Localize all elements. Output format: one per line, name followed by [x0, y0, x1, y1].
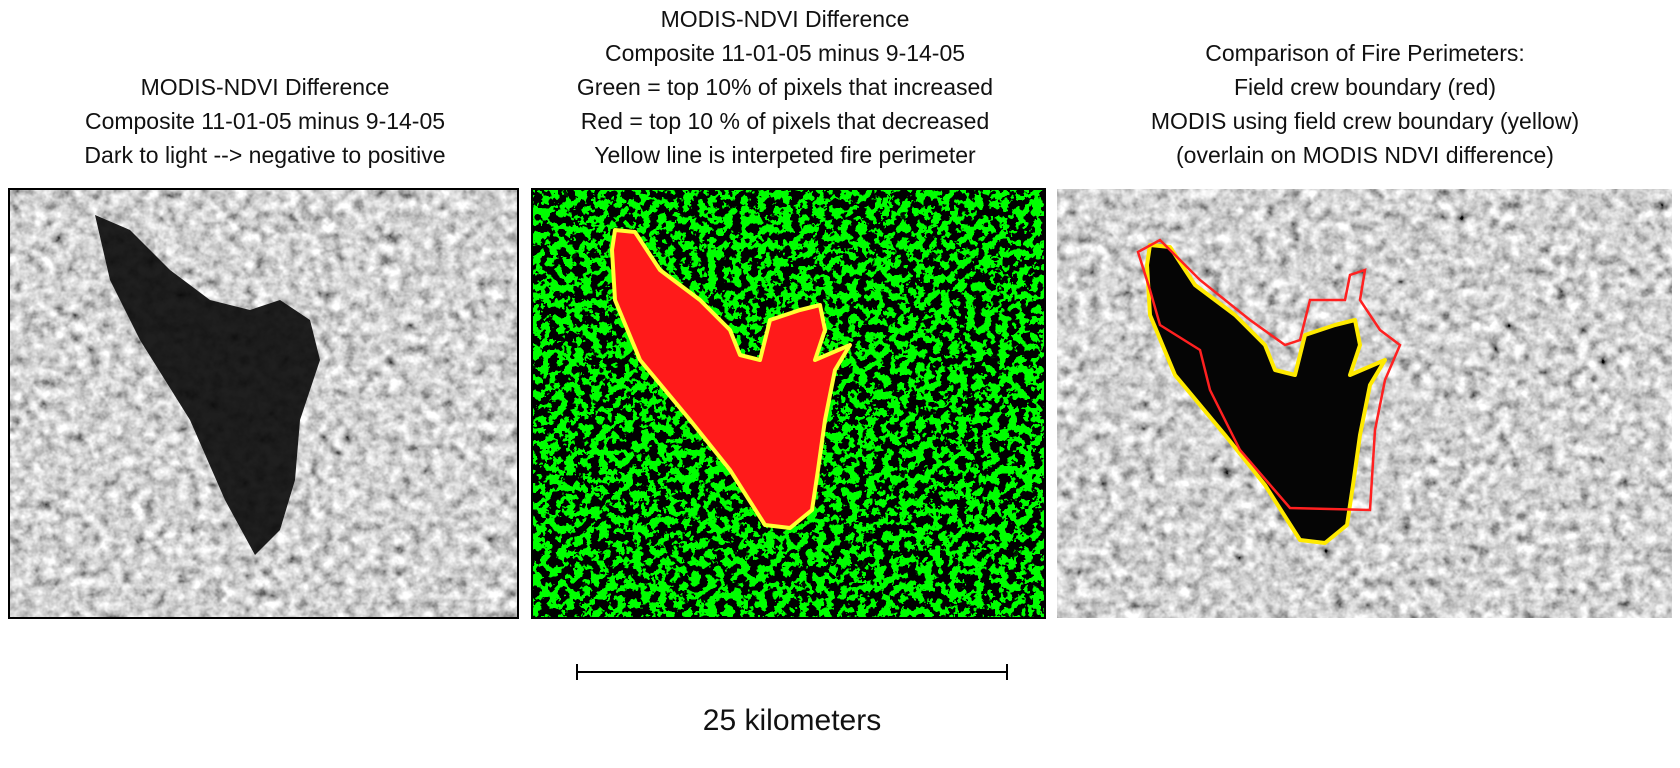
panel-title-line: Field crew boundary (red) [1234, 74, 1496, 100]
panel-title-line: Composite 11-01-05 minus 9-14-05 [85, 108, 445, 134]
panel-ndvi-classified [532, 189, 1045, 618]
panel-title-line: MODIS using field crew boundary (yellow) [1151, 108, 1579, 134]
panel-comparison [1057, 189, 1672, 618]
panel-title-line: Yellow line is interpeted fire perimeter [594, 142, 976, 168]
panel-title-line: Composite 11-01-05 minus 9-14-05 [605, 40, 965, 66]
panel-title-line: Dark to light --> negative to positive [84, 142, 445, 168]
panel-title-line: Comparison of Fire Perimeters: [1205, 40, 1525, 66]
panel-title-line: MODIS-NDVI Difference [141, 74, 390, 100]
panel-title-line: Green = top 10% of pixels that increased [577, 74, 993, 100]
scale-bar: 25 kilometers [577, 664, 1007, 737]
panel-title-line: (overlain on MODIS NDVI difference) [1176, 142, 1554, 168]
panel-ndvi-gray [9, 189, 518, 618]
page: MODIS-NDVI Difference Composite 11-01-05 … [0, 0, 1680, 763]
scale-label: 25 kilometers [703, 704, 881, 737]
panel-title-line: MODIS-NDVI Difference [661, 6, 910, 32]
titles: MODIS-NDVI Difference Composite 11-01-05 … [84, 6, 1579, 168]
panel-title-line: Red = top 10 % of pixels that decreased [581, 108, 990, 134]
figure: MODIS-NDVI Difference Composite 11-01-05 … [0, 0, 1680, 763]
